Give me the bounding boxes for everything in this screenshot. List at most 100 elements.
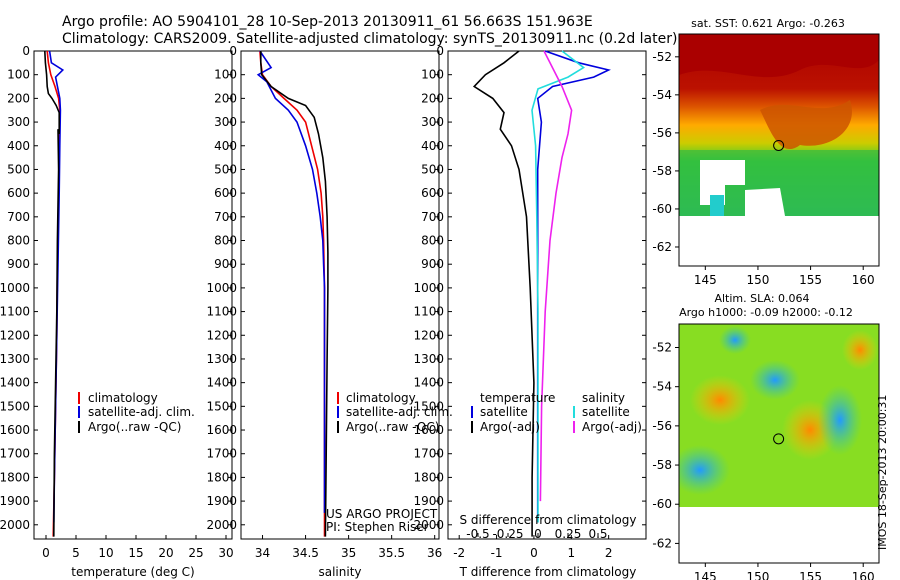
x-tick-label: 35 bbox=[341, 546, 356, 560]
sst-lon-axis: 145 150 155 160 bbox=[694, 266, 875, 287]
temperature-legend: climatology satellite-adj. clim. Argo(..… bbox=[78, 391, 195, 434]
temperature-axes-frame bbox=[33, 50, 233, 540]
series-line bbox=[472, 50, 535, 537]
sla-low-anomaly bbox=[818, 385, 862, 455]
lat-tick-label: -60 bbox=[652, 202, 672, 216]
sla-no-data-band bbox=[679, 507, 879, 563]
legend-label: satellite bbox=[480, 405, 528, 419]
lat-tick-label: -62 bbox=[652, 240, 672, 254]
legend-heading-temperature: temperature bbox=[480, 391, 555, 405]
x-tick-label: 34.5 bbox=[292, 546, 319, 560]
depth-tick-label: 1000 bbox=[0, 281, 30, 295]
salinity-panel: 0100200300400500600700800900100011001200… bbox=[206, 44, 452, 579]
depth-tick-label: 1300 bbox=[0, 352, 30, 366]
depth-tick-label: 1600 bbox=[206, 423, 237, 437]
lat-tick-label: -62 bbox=[652, 536, 672, 550]
t-difference-x-axis: -2 -1 0 1 2 bbox=[453, 535, 612, 560]
x-tick-label: -1 bbox=[491, 546, 503, 560]
depth-tick-label: 700 bbox=[7, 210, 30, 224]
figure-title-line2: Climatology: CARS2009. Satellite-adjuste… bbox=[62, 31, 677, 47]
sla-low-anomaly bbox=[750, 360, 800, 400]
sst-map-frame bbox=[678, 33, 880, 267]
sla-low-anomaly bbox=[679, 445, 730, 495]
depth-tick-label: 2000 bbox=[413, 518, 444, 532]
sla-high-anomaly bbox=[690, 375, 750, 425]
sst-missing-data bbox=[745, 188, 785, 216]
lon-tick-label: 145 bbox=[694, 273, 717, 287]
legend-label: climatology bbox=[88, 391, 158, 405]
legend-label: Argo(..raw -QC) bbox=[346, 420, 439, 434]
depth-tick-label: 1100 bbox=[206, 305, 237, 319]
lon-tick-label: 145 bbox=[694, 570, 717, 580]
depth-tick-label: 1900 bbox=[0, 494, 30, 508]
series-line bbox=[44, 50, 61, 537]
difference-panel: 0100200300400500600700800900100011001200… bbox=[413, 44, 647, 579]
sla-map-frame bbox=[678, 323, 880, 564]
sst-cold-patch bbox=[710, 195, 724, 216]
lon-tick-label: 155 bbox=[799, 570, 822, 580]
depth-tick-label: 1800 bbox=[413, 470, 444, 484]
sst-warm-region bbox=[679, 34, 879, 78]
x-tick-label: 1 bbox=[567, 546, 575, 560]
x-tick-label: 0 bbox=[42, 546, 50, 560]
depth-tick-label: 500 bbox=[7, 162, 30, 176]
difference-legend: temperature satellite Argo(-adj) salinit… bbox=[471, 391, 642, 434]
depth-tick-label: 300 bbox=[214, 115, 237, 129]
lon-tick-label: 150 bbox=[746, 273, 769, 287]
x-tick-label: 5 bbox=[72, 546, 80, 560]
legend-heading-salinity: salinity bbox=[582, 391, 625, 405]
x-tick-label: 15 bbox=[128, 546, 143, 560]
legend-label: satellite-adj. clim. bbox=[346, 405, 453, 419]
x-tick-label: 25 bbox=[188, 546, 203, 560]
argo-float-marker bbox=[773, 433, 785, 445]
depth-tick-label: 100 bbox=[7, 68, 30, 82]
depth-tick-label: 100 bbox=[214, 68, 237, 82]
x-tick-label: 2 bbox=[605, 546, 613, 560]
series-line bbox=[259, 50, 326, 537]
series-line bbox=[48, 50, 65, 523]
lat-tick-label: -60 bbox=[652, 497, 672, 511]
sla-high-anomaly bbox=[842, 330, 878, 370]
legend-label: Argo(-adj) bbox=[582, 420, 642, 434]
temperature-x-label: temperature (deg C) bbox=[71, 565, 194, 579]
depth-tick-label: 1400 bbox=[0, 376, 30, 390]
x-tick-label: -2 bbox=[453, 546, 465, 560]
legend-label: satellite bbox=[582, 405, 630, 419]
sla-lon-axis: 145 150 155 160 bbox=[694, 563, 875, 580]
x-tick-label: 34 bbox=[255, 546, 270, 560]
series-line bbox=[531, 50, 586, 523]
depth-tick-label: 900 bbox=[7, 257, 30, 271]
depth-tick-label: 1700 bbox=[413, 447, 444, 461]
depth-tick-label: 1400 bbox=[206, 376, 237, 390]
lon-tick-label: 150 bbox=[746, 570, 769, 580]
x-tick-label: 20 bbox=[158, 546, 173, 560]
series-line bbox=[259, 51, 329, 537]
lat-tick-label: -58 bbox=[652, 164, 672, 178]
depth-tick-label: 1200 bbox=[206, 328, 237, 342]
sla-map-subtitle: Argo h1000: -0.09 h2000: -0.12 bbox=[679, 306, 853, 319]
depth-tick-label: 0 bbox=[22, 44, 30, 58]
series-line bbox=[539, 50, 573, 502]
depth-tick-label: 1500 bbox=[206, 399, 237, 413]
depth-tick-label: 900 bbox=[214, 257, 237, 271]
depth-tick-label: 1200 bbox=[0, 328, 30, 342]
depth-tick-label: 1700 bbox=[206, 447, 237, 461]
depth-tick-label: 1100 bbox=[413, 305, 444, 319]
depth-tick-label: 1800 bbox=[0, 470, 30, 484]
depth-tick-label: 1200 bbox=[413, 328, 444, 342]
s-x-tick-label: 0.5 bbox=[588, 527, 607, 541]
depth-tick-label: 600 bbox=[214, 186, 237, 200]
depth-tick-label: 600 bbox=[421, 186, 444, 200]
depth-tick-label: 200 bbox=[214, 91, 237, 105]
depth-tick-label: 1700 bbox=[0, 447, 30, 461]
temperature-panel: 0100200300400500600700800900100011001200… bbox=[0, 44, 234, 579]
difference-series bbox=[472, 50, 611, 537]
depth-tick-label: 1400 bbox=[413, 376, 444, 390]
s-x-tick-label: 0.25 bbox=[555, 527, 582, 541]
sst-missing-data bbox=[700, 160, 745, 205]
depth-tick-label: 1500 bbox=[0, 399, 30, 413]
depth-tick-label: 1300 bbox=[413, 352, 444, 366]
depth-tick-label: 800 bbox=[421, 234, 444, 248]
sla-map: Altim. SLA: 0.064 Argo h1000: -0.09 h200… bbox=[652, 292, 880, 580]
depth-tick-label: 1600 bbox=[413, 423, 444, 437]
